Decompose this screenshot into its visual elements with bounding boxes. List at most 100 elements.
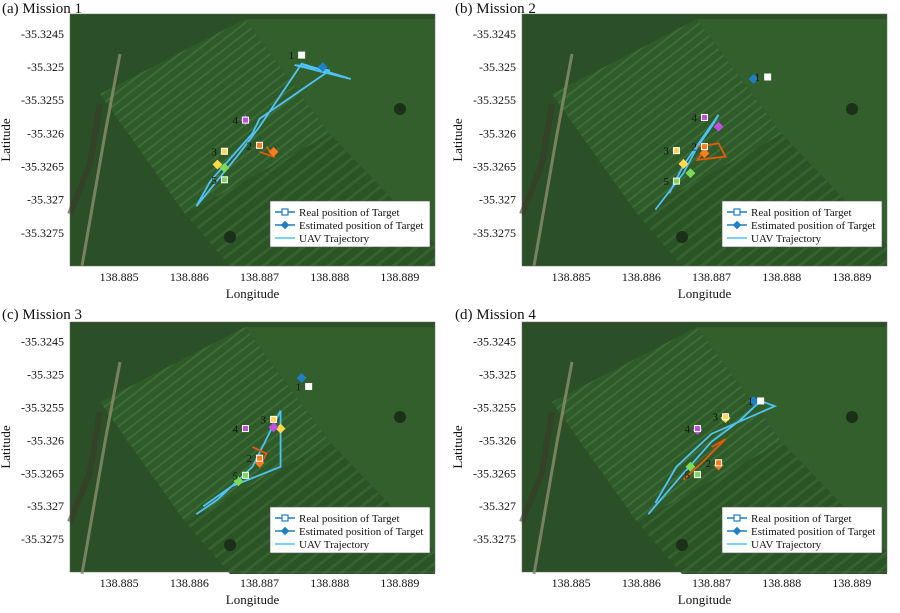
y-tick-label: -35.3255 <box>473 401 516 415</box>
real-target-marker <box>701 143 708 151</box>
legend-entry: UAV Trajectory <box>751 233 822 245</box>
panel-title: (c) Mission 3 <box>2 307 82 323</box>
legend-entry: UAV Trajectory <box>299 233 370 245</box>
tree <box>394 411 406 423</box>
panel-3: (c) Mission 3 -35.3245 -35.325 -35.3255 -35.… <box>0 307 436 607</box>
legend-entry: UAV Trajectory <box>751 539 822 551</box>
estimated-target-marker <box>296 372 307 383</box>
legend-box <box>721 200 883 248</box>
x-tick-label: 138.888 <box>762 270 801 284</box>
legend-entry: Real position of Target <box>299 513 400 525</box>
target-label: 2 <box>706 458 712 470</box>
y-tick-label: -35.3245 <box>473 27 516 41</box>
target-label: 1 <box>755 72 761 84</box>
real-target-marker <box>693 471 701 479</box>
y-tick-label: -35.3275 <box>21 532 64 546</box>
x-tick-label: 138.885 <box>100 270 139 284</box>
legend-entry: Real position of Target <box>751 513 852 525</box>
y-tick-label: -35.3245 <box>21 335 64 349</box>
field-upper <box>100 19 330 214</box>
legend-entry: Estimated position of Target <box>299 220 423 232</box>
tree <box>224 539 236 551</box>
x-axis-label: Longitude <box>226 592 280 607</box>
y-tick-label: -35.327 <box>27 499 64 513</box>
tree <box>394 103 406 115</box>
target-label: 5 <box>232 470 238 482</box>
estimated-target-marker <box>678 158 689 169</box>
y-tick-label: -35.3255 <box>21 401 64 415</box>
field-right <box>697 327 887 552</box>
y-tick-label: -35.3275 <box>473 532 516 546</box>
field-upper <box>552 327 782 522</box>
y-tick-label: -35.3265 <box>21 466 64 480</box>
x-tick-label: 138.886 <box>170 576 209 590</box>
dirt-road <box>532 53 574 267</box>
dirt-road <box>80 361 122 575</box>
x-tick-label: 138.889 <box>380 270 419 284</box>
y-tick-label: -35.3265 <box>473 160 516 174</box>
satellite-background <box>519 321 888 575</box>
panel-title: (b) Mission 2 <box>455 1 536 17</box>
field-upper <box>552 19 782 214</box>
target-label: 5 <box>663 176 669 188</box>
estimated-target-marker <box>219 162 230 173</box>
x-tick-label: 138.888 <box>310 270 349 284</box>
y-tick-label: -35.3255 <box>21 93 64 107</box>
target-label: 3 <box>713 412 719 424</box>
plot-frame <box>69 321 436 573</box>
real-target-marker <box>701 113 708 121</box>
y-tick-label: -35.326 <box>479 433 516 447</box>
panel-2: (b) Mission 2 -35.3245 -35.325 -35.3255 -35.… <box>450 1 888 301</box>
y-tick-label: -35.3245 <box>21 27 64 41</box>
x-tick-label: 138.888 <box>310 576 349 590</box>
target-label: 1 <box>748 396 754 408</box>
legend-box <box>269 506 431 554</box>
y-tick-label: -35.3275 <box>21 226 64 240</box>
x-tick-label: 138.888 <box>762 576 801 590</box>
estimated-target-marker <box>233 476 244 487</box>
field-right <box>245 327 435 552</box>
legend-real-marker <box>281 514 289 522</box>
estimated-target-marker <box>748 395 759 406</box>
tree <box>676 539 688 551</box>
legend-entry: UAV Trajectory <box>299 539 370 551</box>
target-label: 5 <box>211 175 217 187</box>
x-tick-label: 138.887 <box>692 270 731 284</box>
x-tick-label: 138.886 <box>170 270 209 284</box>
plot-frame <box>69 13 436 267</box>
target-label: 4 <box>684 424 690 436</box>
real-target-marker <box>241 425 249 433</box>
x-tick-label: 138.887 <box>240 270 279 284</box>
legend-box <box>721 506 883 554</box>
estimated-target-marker <box>268 146 279 157</box>
uav-trajectory-line <box>195 410 282 515</box>
target-label: 2 <box>247 453 253 465</box>
y-tick-label: -35.3245 <box>473 335 516 349</box>
y-tick-label: -35.326 <box>479 126 516 140</box>
x-tick-label: 138.887 <box>240 576 279 590</box>
target-label: 4 <box>232 115 238 127</box>
legend-entry: Real position of Target <box>751 207 852 219</box>
tree-line <box>67 103 103 216</box>
y-tick-label: -35.325 <box>27 368 64 382</box>
target-label: 4 <box>232 424 238 436</box>
panel-4: (d) Mission 4 -35.3245 -35.325 -35.3255 -35.… <box>450 307 888 607</box>
y-tick-label: -35.327 <box>27 193 64 207</box>
tree-line <box>67 411 103 524</box>
dirt-road <box>80 53 122 267</box>
field-right <box>245 19 435 244</box>
y-axis-label: Latitude <box>0 118 13 162</box>
target-label: 3 <box>261 414 267 426</box>
x-tick-label: 138.887 <box>692 576 731 590</box>
real-target-marker <box>270 415 278 423</box>
real-target-marker <box>256 454 264 462</box>
real-target-marker <box>256 141 264 149</box>
tree <box>846 103 858 115</box>
legend-real-marker <box>733 514 741 522</box>
real-target-marker <box>764 73 772 81</box>
panel-title: (a) Mission 1 <box>2 1 82 17</box>
real-target-marker <box>220 176 228 184</box>
